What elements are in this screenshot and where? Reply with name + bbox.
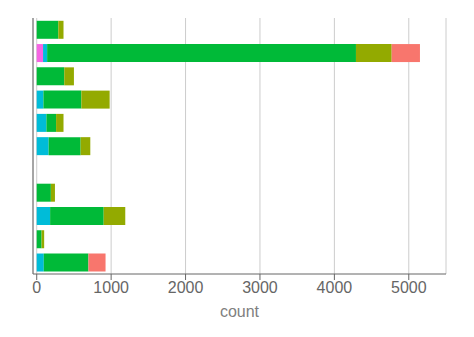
svg-text:count: count <box>220 303 260 320</box>
svg-text:2000: 2000 <box>168 279 204 296</box>
svg-text:1000: 1000 <box>93 279 129 296</box>
svg-text:3000: 3000 <box>242 279 278 296</box>
svg-text:0: 0 <box>32 279 41 296</box>
svg-text:4000: 4000 <box>317 279 353 296</box>
svg-text:5000: 5000 <box>391 279 427 296</box>
